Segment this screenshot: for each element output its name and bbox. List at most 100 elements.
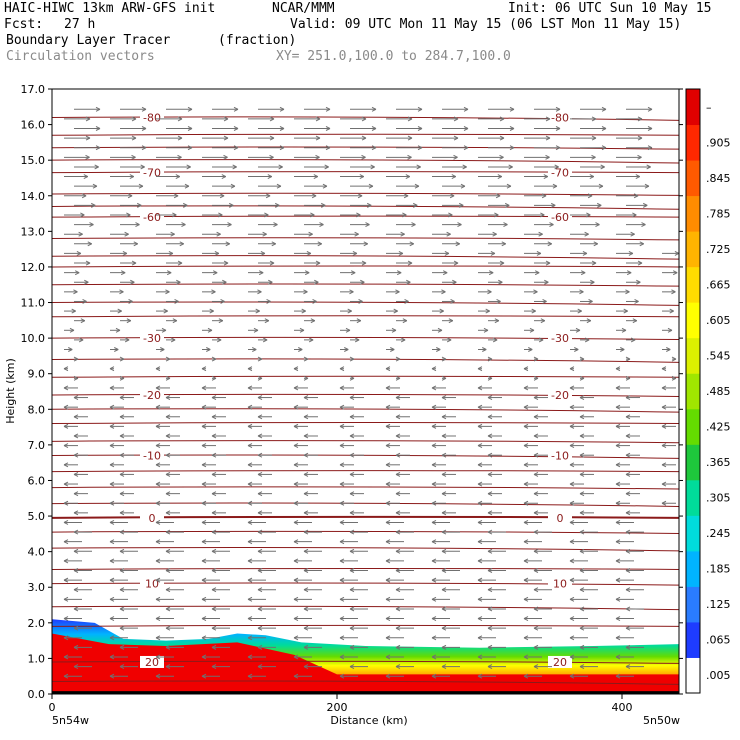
vector-head bbox=[247, 404, 253, 410]
vector-head bbox=[361, 135, 367, 141]
vector-head bbox=[533, 395, 539, 400]
vector-head bbox=[303, 375, 309, 381]
vector-head bbox=[390, 347, 395, 352]
vector-head bbox=[354, 337, 360, 343]
vector-head bbox=[260, 250, 266, 256]
vector-head bbox=[141, 126, 147, 131]
vector-head bbox=[177, 154, 182, 160]
vector-head bbox=[211, 587, 217, 593]
vector-head bbox=[155, 481, 161, 487]
colorbar-label: .665 bbox=[706, 278, 731, 291]
vector-head bbox=[361, 154, 366, 160]
vector-head bbox=[109, 366, 115, 372]
vector-head bbox=[174, 299, 179, 304]
colorbar-swatch bbox=[686, 373, 700, 410]
vector-head bbox=[63, 558, 69, 564]
vector-head bbox=[339, 654, 345, 660]
vector-head bbox=[179, 241, 184, 247]
vector-head bbox=[349, 414, 355, 420]
vector-head bbox=[349, 606, 355, 612]
vector-head bbox=[315, 260, 321, 266]
vector-head bbox=[661, 443, 667, 449]
vector-head bbox=[395, 356, 401, 362]
vector-head bbox=[625, 471, 631, 477]
vector-head bbox=[68, 347, 73, 352]
y-tick-label: 11.0 bbox=[21, 297, 46, 310]
vector-head bbox=[211, 568, 217, 573]
vector-head bbox=[172, 318, 178, 324]
vector-head bbox=[76, 250, 82, 256]
vector-head bbox=[114, 347, 119, 352]
colorbar-swatch bbox=[686, 337, 700, 374]
vector-head bbox=[591, 154, 596, 160]
vector-head bbox=[69, 327, 75, 333]
vector-head bbox=[628, 250, 634, 256]
vector-head bbox=[402, 318, 408, 324]
vector-head bbox=[349, 664, 355, 670]
contour-label-bg bbox=[548, 449, 572, 462]
vector-head bbox=[187, 106, 193, 112]
vector-head bbox=[385, 616, 391, 622]
vector-head bbox=[634, 299, 639, 304]
vector-head bbox=[555, 106, 561, 112]
vector-head bbox=[303, 548, 309, 554]
colorbar-swatch bbox=[686, 586, 700, 623]
vector-head bbox=[499, 135, 505, 141]
vector-head bbox=[304, 270, 310, 276]
vector-head bbox=[431, 423, 437, 429]
vector-head bbox=[533, 289, 538, 295]
vector-head bbox=[257, 452, 263, 458]
vector-head bbox=[78, 231, 83, 237]
y-tick-label: 13.0 bbox=[21, 225, 46, 238]
vector-head bbox=[214, 250, 220, 256]
vector-head bbox=[545, 260, 551, 266]
vector-head bbox=[398, 250, 404, 256]
vector-head bbox=[436, 347, 441, 352]
vector-head bbox=[403, 193, 409, 199]
vector-head bbox=[201, 635, 207, 641]
vector-head bbox=[402, 212, 407, 218]
contour-label-bg bbox=[140, 449, 164, 462]
x-start-location: 5n54w bbox=[52, 714, 89, 727]
vector-head bbox=[267, 174, 273, 179]
colorbar: .005 .065 .125 .185 .245 .305 .365 .425 .485 .545… bbox=[685, 88, 731, 694]
colorbar-swatch bbox=[686, 195, 700, 232]
vector-head bbox=[395, 587, 401, 593]
vector-head bbox=[84, 279, 89, 285]
contour-line bbox=[52, 205, 679, 210]
vector-head bbox=[131, 154, 136, 160]
tracer-high-region bbox=[52, 633, 679, 694]
vector-head bbox=[671, 289, 676, 295]
contour-label: 10 bbox=[145, 578, 159, 591]
vector-head bbox=[349, 568, 355, 573]
vector-head bbox=[257, 289, 262, 295]
vector-head bbox=[569, 539, 575, 545]
vector-head bbox=[95, 126, 101, 131]
vector-head bbox=[545, 135, 551, 141]
vector-head bbox=[620, 347, 625, 352]
vector-head bbox=[126, 212, 131, 218]
vector-head bbox=[257, 356, 263, 362]
vector-head bbox=[339, 385, 345, 391]
y-tick-label: 7.0 bbox=[28, 439, 46, 452]
contour-label: 20 bbox=[145, 656, 159, 669]
y-tick-label: 12.0 bbox=[21, 261, 46, 274]
vector-head bbox=[339, 443, 345, 449]
vector-head bbox=[523, 462, 529, 468]
vector-head bbox=[615, 616, 621, 622]
contour-label: -30 bbox=[143, 332, 161, 345]
vector-head bbox=[431, 500, 437, 506]
vector-head bbox=[385, 558, 391, 564]
vector-head bbox=[492, 231, 497, 237]
vector-head bbox=[449, 193, 455, 199]
vector-head bbox=[165, 510, 171, 516]
vector-head bbox=[579, 664, 585, 670]
vector-head bbox=[499, 154, 504, 160]
vector-head bbox=[109, 443, 115, 449]
vector-head bbox=[276, 183, 282, 189]
vector-head bbox=[533, 452, 539, 458]
vector-head bbox=[547, 241, 552, 247]
vector-head bbox=[253, 327, 259, 333]
vector-head bbox=[533, 510, 539, 516]
